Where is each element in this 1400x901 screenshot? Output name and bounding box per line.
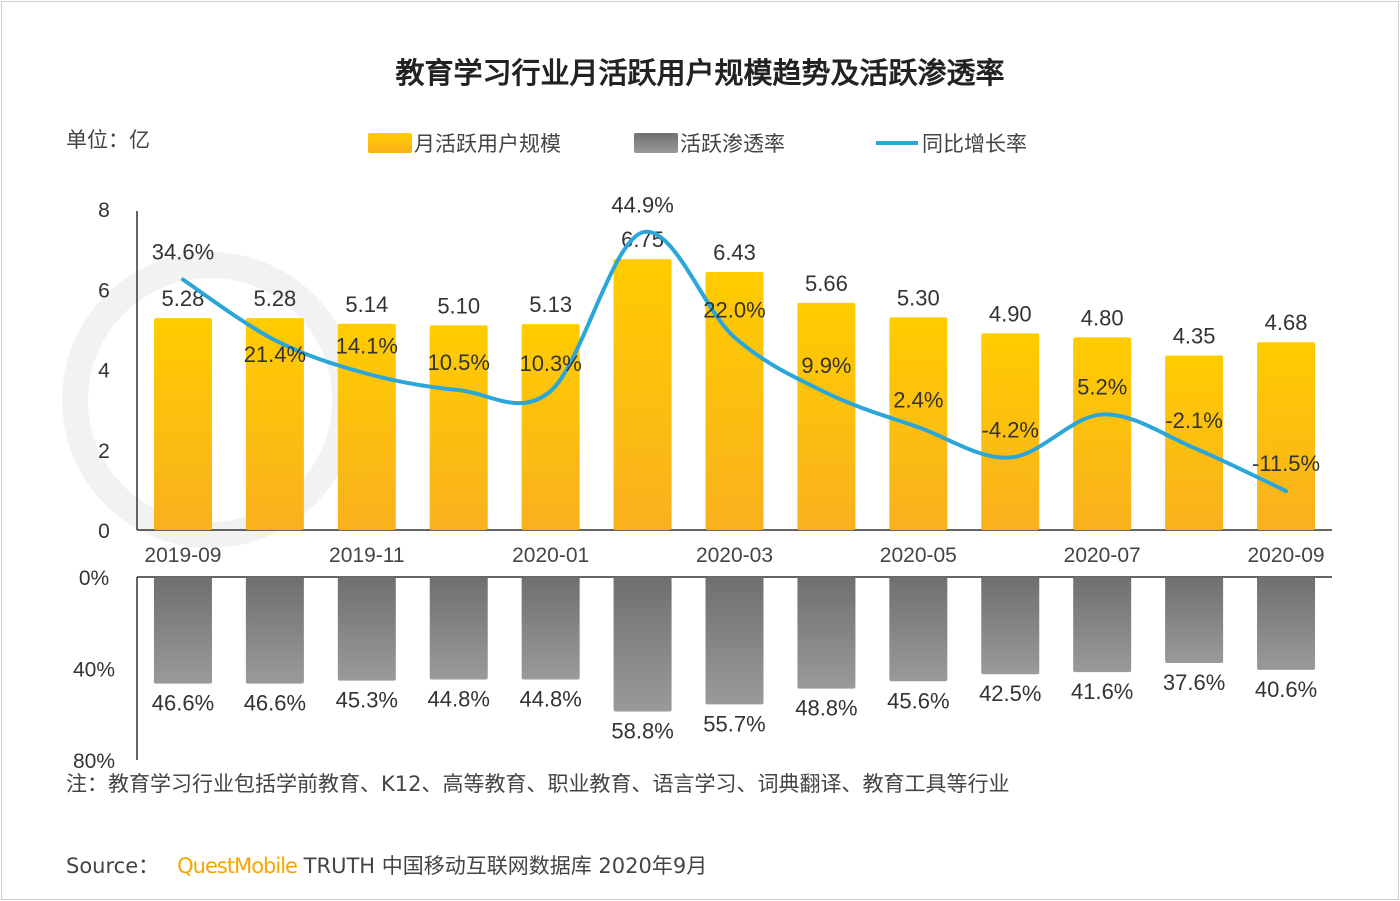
bar-mau bbox=[429, 325, 488, 530]
x-tick-label: 2020-05 bbox=[880, 544, 957, 567]
legend-swatch-gray bbox=[634, 133, 678, 153]
growth-rate-label: 14.1% bbox=[336, 334, 398, 359]
bar-mau bbox=[1073, 337, 1132, 530]
x-tick-label: 2020-07 bbox=[1064, 544, 1141, 567]
y-tick-label: 8 bbox=[98, 199, 110, 222]
legend-swatch-line bbox=[876, 141, 918, 145]
bar-mau bbox=[981, 333, 1040, 530]
penetration-label: 45.3% bbox=[336, 688, 398, 713]
penetration-label: 44.8% bbox=[428, 686, 490, 711]
bar-value-label: 5.14 bbox=[345, 292, 388, 317]
footnote: 注：教育学习行业包括学前教育、K12、高等教育、职业教育、语言学习、词典翻译、教… bbox=[66, 772, 1010, 796]
brand-logo-text: QuestMobile bbox=[177, 854, 298, 878]
penetration-label: 44.8% bbox=[519, 686, 581, 711]
legend-item-growth: 同比增长率 bbox=[876, 128, 1027, 158]
bar-penetration bbox=[1165, 577, 1224, 664]
growth-rate-label: 5.2% bbox=[1077, 374, 1127, 399]
bar-penetration bbox=[1257, 577, 1316, 670]
penetration-label: 37.6% bbox=[1163, 670, 1225, 695]
bar-value-label: 5.30 bbox=[897, 285, 940, 310]
penetration-label: 48.8% bbox=[795, 696, 857, 721]
bar-value-label: 4.68 bbox=[1265, 310, 1308, 335]
bar-mau bbox=[153, 318, 212, 530]
y-tick-label: 0 bbox=[98, 520, 110, 543]
penetration-label: 55.7% bbox=[703, 711, 765, 736]
growth-rate-label: 9.9% bbox=[801, 353, 851, 378]
bar-mau bbox=[613, 259, 672, 530]
bar-value-label: 5.10 bbox=[437, 293, 480, 318]
bar-penetration bbox=[1073, 577, 1132, 673]
bar-penetration bbox=[981, 577, 1040, 675]
y-tick-label: 6 bbox=[98, 279, 110, 302]
growth-rate-label: 10.5% bbox=[428, 350, 490, 375]
bar-mau bbox=[1257, 342, 1316, 530]
bar-value-label: 4.90 bbox=[989, 301, 1032, 326]
y-tick-label-bottom: 0% bbox=[79, 567, 109, 590]
bar-mau bbox=[797, 302, 856, 530]
legend-item-mau: 月活跃用户规模 bbox=[368, 128, 561, 158]
bar-value-label: 5.28 bbox=[253, 286, 296, 311]
bar-mau bbox=[889, 317, 948, 530]
bar-mau bbox=[1165, 355, 1224, 530]
source-text: TRUTH 中国移动互联网数据库 2020年9月 bbox=[303, 854, 708, 878]
legend-item-penetration: 活跃渗透率 bbox=[634, 128, 785, 158]
source-line: Source： QuestMobile TRUTH 中国移动互联网数据库 2020… bbox=[66, 850, 707, 880]
growth-rate-label: -11.5% bbox=[1252, 451, 1320, 476]
bar-value-label: 6.43 bbox=[713, 240, 756, 265]
bar-value-label: 4.80 bbox=[1081, 305, 1124, 330]
bar-value-label: 5.13 bbox=[529, 292, 572, 317]
penetration-label: 46.6% bbox=[244, 691, 306, 716]
penetration-label: 42.5% bbox=[979, 681, 1041, 706]
growth-rate-label: 21.4% bbox=[244, 342, 306, 367]
bar-penetration bbox=[337, 577, 396, 681]
bar-penetration bbox=[521, 577, 580, 680]
bar-value-label: 5.66 bbox=[805, 271, 848, 296]
y-tick-label: 2 bbox=[98, 440, 110, 463]
penetration-label: 46.6% bbox=[152, 691, 214, 716]
bar-value-label: 4.35 bbox=[1173, 323, 1216, 348]
bar-penetration bbox=[705, 577, 764, 705]
growth-rate-label: -2.1% bbox=[1165, 408, 1222, 433]
growth-rate-label: 2.4% bbox=[893, 387, 943, 412]
chart-title: 教育学习行业月活跃用户规模趋势及活跃渗透率 bbox=[395, 56, 1005, 90]
penetration-label: 45.6% bbox=[887, 688, 949, 713]
x-tick-label: 2020-09 bbox=[1247, 544, 1324, 567]
bar-penetration bbox=[889, 577, 948, 682]
growth-rate-label: 22.0% bbox=[703, 297, 765, 322]
bar-penetration bbox=[613, 577, 672, 712]
y-tick-label-bottom: 40% bbox=[73, 659, 115, 682]
x-tick-label: 2020-01 bbox=[512, 544, 589, 567]
x-tick-label: 2020-03 bbox=[696, 544, 773, 567]
bar-mau bbox=[705, 271, 764, 530]
bar-penetration bbox=[429, 577, 488, 680]
bar-mau bbox=[245, 318, 304, 530]
penetration-label: 40.6% bbox=[1255, 677, 1317, 702]
bar-penetration bbox=[245, 577, 304, 684]
growth-rate-label: -4.2% bbox=[982, 418, 1039, 443]
x-tick-label: 2019-09 bbox=[144, 544, 221, 567]
growth-rate-label: 10.3% bbox=[519, 351, 581, 376]
source-label: Source： bbox=[66, 854, 160, 878]
y-tick-label-bottom: 80% bbox=[73, 750, 115, 773]
penetration-label: 41.6% bbox=[1071, 679, 1133, 704]
growth-rate-label: 34.6% bbox=[152, 240, 214, 265]
legend-label: 月活跃用户规模 bbox=[414, 132, 561, 156]
unit-label: 单位：亿 bbox=[66, 128, 150, 152]
legend-swatch-bar bbox=[368, 133, 412, 153]
x-tick-label: 2019-11 bbox=[329, 544, 405, 567]
bar-penetration bbox=[797, 577, 856, 689]
growth-rate-label: 44.9% bbox=[611, 192, 673, 217]
y-tick-label: 4 bbox=[98, 360, 110, 383]
bar-penetration bbox=[153, 577, 212, 684]
growth-rate-line bbox=[180, 229, 1289, 494]
legend-label: 活跃渗透率 bbox=[680, 132, 785, 156]
legend-label: 同比增长率 bbox=[922, 132, 1027, 156]
penetration-label: 58.8% bbox=[611, 719, 673, 744]
